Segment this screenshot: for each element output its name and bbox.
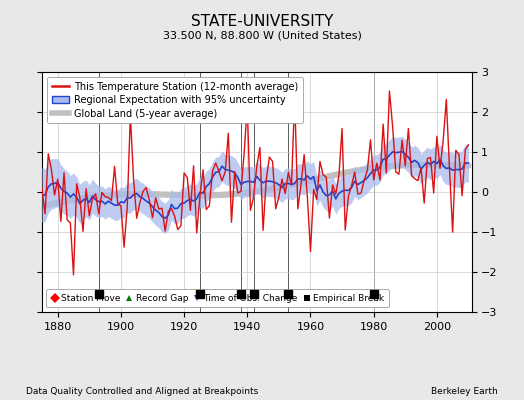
Text: Data Quality Controlled and Aligned at Breakpoints: Data Quality Controlled and Aligned at B…: [26, 387, 258, 396]
Text: Berkeley Earth: Berkeley Earth: [431, 387, 498, 396]
Text: 33.500 N, 88.800 W (United States): 33.500 N, 88.800 W (United States): [162, 30, 362, 40]
Legend: This Temperature Station (12-month average), Regional Expectation with 95% uncer: This Temperature Station (12-month avera…: [47, 77, 303, 123]
Text: STATE-UNIVERSITY: STATE-UNIVERSITY: [191, 14, 333, 29]
